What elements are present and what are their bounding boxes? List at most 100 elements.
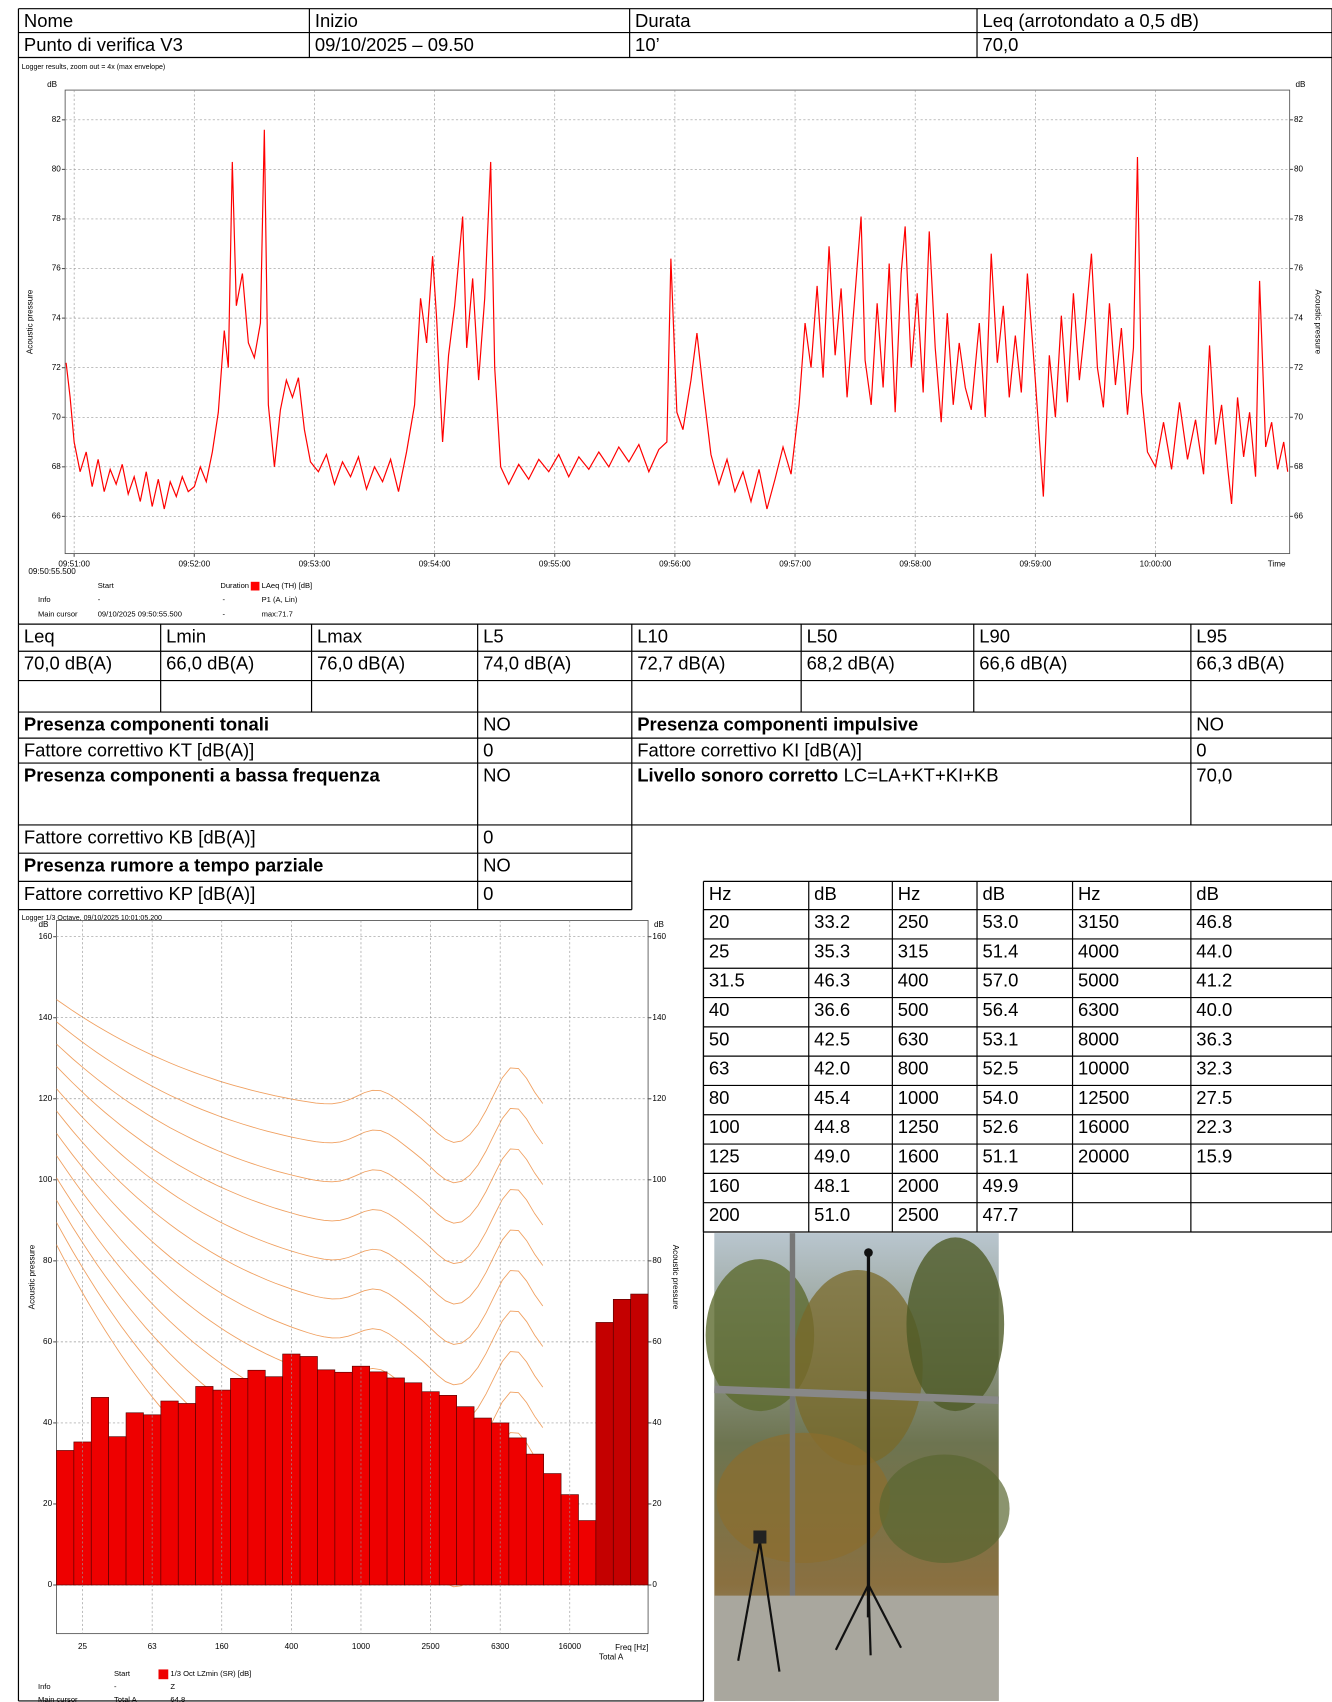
table-cell: NO	[1191, 712, 1332, 738]
cell-text: 51.1	[977, 1144, 1073, 1173]
cell-text: 41.2	[1191, 968, 1332, 997]
cell-text: 66,0 dB(A)	[161, 651, 312, 680]
cell-text: 20	[703, 910, 808, 939]
table-cell: 49.0	[809, 1144, 893, 1173]
table-cell: 44.0	[1191, 939, 1332, 968]
y-tick-label: 80	[652, 1256, 662, 1265]
legend-value: 64.8	[170, 1695, 185, 1702]
cell-text: 0	[478, 825, 632, 853]
table-cell: 50	[703, 1027, 808, 1056]
cell-text: dB	[1191, 881, 1332, 909]
x-tick-label: 16000	[558, 1642, 581, 1651]
cell-text: 70,0	[977, 33, 1332, 58]
cell-text: 2500	[892, 1203, 977, 1232]
table-cell: 56.4	[977, 998, 1073, 1027]
cell-text: 80	[703, 1085, 808, 1114]
table-cell: 15.9	[1191, 1144, 1332, 1173]
data-line	[66, 130, 1288, 509]
y-tick-label: 76	[1294, 264, 1304, 273]
y-tick-label: 74	[52, 313, 62, 322]
table-cell: 500	[892, 998, 977, 1027]
table-cell: 80	[703, 1085, 808, 1114]
table-cell: 41.2	[1191, 968, 1332, 997]
cell-text: 52.6	[977, 1115, 1073, 1144]
legend-label: LAeq (TH) [dB]	[262, 581, 313, 590]
table-cell: NO	[478, 763, 632, 825]
table-cell: Inizio	[309, 9, 629, 33]
bar	[596, 1322, 613, 1585]
table-cell: Leq (arrotondato a 0,5 dB)	[977, 9, 1332, 33]
y-tick-label: 100	[39, 1175, 53, 1184]
table-cell: 68,2 dB(A)	[801, 651, 974, 680]
bar	[335, 1372, 352, 1585]
table-cell: 1600	[892, 1144, 977, 1173]
cell-text: 315	[892, 939, 977, 968]
y-tick-label: 68	[1294, 462, 1304, 471]
bar	[265, 1377, 282, 1585]
cell-text: 44.0	[1191, 939, 1332, 968]
table-cell: L90	[974, 624, 1191, 651]
table-cell: dB	[809, 881, 893, 909]
cell-text: 8000	[1073, 1027, 1191, 1056]
legend-label: 1/3 Oct LZmin (SR) [dB]	[170, 1669, 251, 1678]
cell-text: 45.4	[809, 1085, 893, 1114]
table-cell: Fattore correttivo KI [dB(A)]	[632, 738, 1191, 763]
bar	[474, 1418, 491, 1585]
y-tick-label: 160	[652, 932, 666, 941]
y-tick-label: 60	[652, 1337, 662, 1346]
x-tick-label: 09:59:00	[1020, 560, 1052, 569]
cell-text: Punto di verifica V3	[18, 33, 309, 58]
y-tick-label: 120	[39, 1094, 53, 1103]
start-label: 09:50:55.500	[28, 567, 76, 576]
table-cell: Durata	[630, 9, 977, 33]
x-tick-label: 1000	[352, 1642, 371, 1651]
bar	[56, 1450, 73, 1585]
table-cell: 4000	[1073, 939, 1191, 968]
table-cell: 1000	[892, 1085, 977, 1114]
table-cell: Fattore correttivo KT [dB(A)]	[18, 738, 477, 763]
cell-text: 32.3	[1191, 1056, 1332, 1085]
y-tick-label: 80	[52, 165, 62, 174]
cell-text: 46.8	[1191, 910, 1332, 939]
cell-text: 63	[703, 1056, 808, 1085]
cell-text: L50	[801, 624, 974, 651]
y-tick-label: 40	[652, 1418, 662, 1427]
table-cell: Presenza rumore a tempo parziale	[18, 853, 477, 881]
table-cell: 25	[703, 939, 808, 968]
y-unit: dB	[1296, 80, 1306, 89]
legend-value: max:71.7	[262, 609, 293, 618]
x-tick-label: 6300	[491, 1642, 510, 1651]
legend-value: -	[98, 595, 101, 604]
y-tick-label: 72	[1294, 363, 1304, 372]
cell-text: Presenza componenti a bassa frequenza	[18, 763, 477, 825]
cell-text: 0	[478, 881, 632, 909]
table-cell: 46.3	[809, 968, 893, 997]
table-cell: 57.0	[977, 968, 1073, 997]
cell-text: 68,2 dB(A)	[801, 651, 974, 680]
cell-text: 10000	[1073, 1056, 1191, 1085]
cell-text: L95	[1191, 624, 1332, 651]
cell-text: 66,3 dB(A)	[1191, 651, 1332, 680]
cell-text: 0	[1191, 738, 1332, 763]
table-cell: 51.4	[977, 939, 1073, 968]
cell-text: L5	[478, 624, 632, 651]
x-axis-label: Freq [Hz]	[615, 1643, 648, 1652]
y-tick-label: 20	[652, 1499, 662, 1508]
cell-text: 50	[703, 1027, 808, 1056]
x-tick-label: 09:54:00	[419, 560, 451, 569]
cell-text: Leq	[18, 624, 160, 651]
cell-text: Inizio	[309, 9, 629, 33]
cell-text: Fattore correttivo KP [dB(A)]	[18, 881, 477, 909]
y-tick-label: 78	[52, 214, 62, 223]
table-cell: dB	[977, 881, 1073, 909]
legend-value: -	[223, 609, 226, 618]
bar	[230, 1378, 247, 1585]
table-cell: 36.3	[1191, 1027, 1332, 1056]
page: {"header_table":{"columns":["Nome","Iniz…	[0, 0, 1332, 1702]
x-tick-label: 63	[148, 1642, 158, 1651]
cell-text: 42.5	[809, 1027, 893, 1056]
table-cell: 100	[703, 1115, 808, 1144]
cell-text: 16000	[1073, 1115, 1191, 1144]
x-tick-label: Total A	[599, 1653, 624, 1662]
bar	[578, 1521, 595, 1585]
